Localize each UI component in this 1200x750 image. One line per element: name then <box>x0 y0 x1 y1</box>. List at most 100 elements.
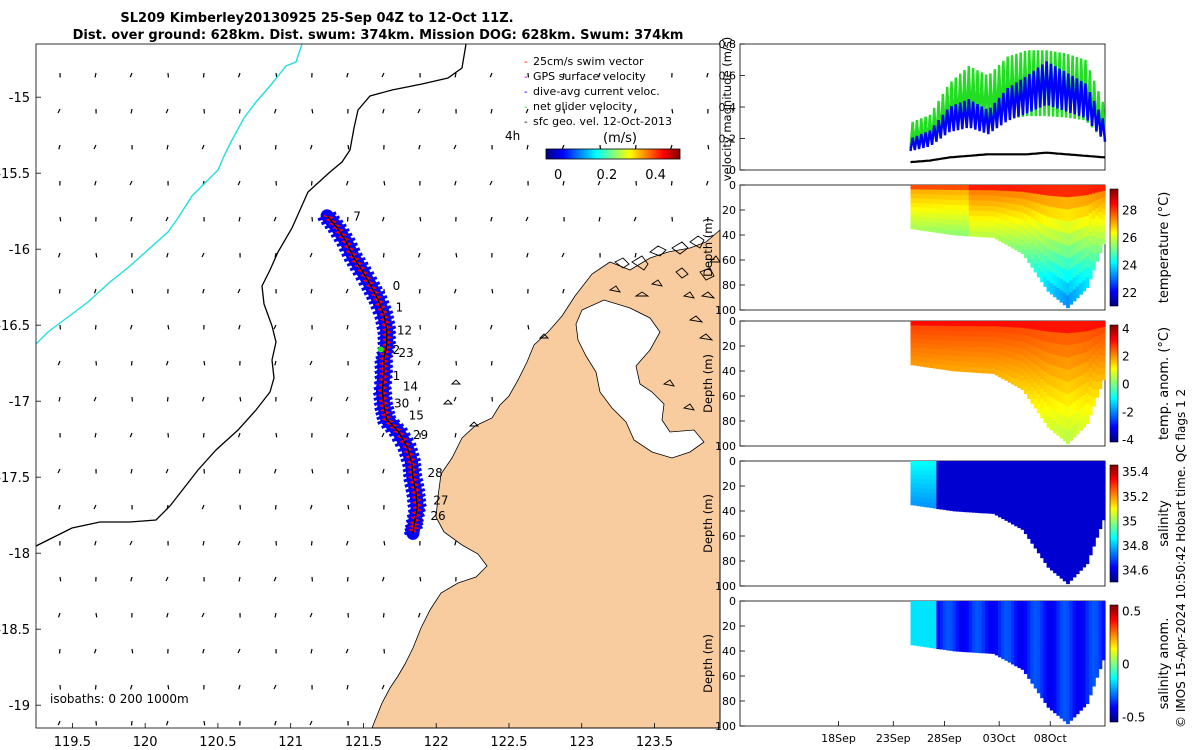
depth-cell <box>929 185 934 191</box>
depth-cell <box>962 331 967 337</box>
glider-track <box>317 209 427 540</box>
depth-cell <box>959 200 963 206</box>
depth-cell <box>1079 601 1083 613</box>
depth-cell <box>1014 366 1018 374</box>
depth-cell <box>1059 612 1064 625</box>
depth-cell <box>1095 522 1100 531</box>
depth-cell <box>1092 601 1096 610</box>
depth-cell <box>1098 334 1103 342</box>
depth-y-axis-label: Depth (m) <box>701 218 715 277</box>
depth-cell <box>946 325 950 332</box>
depth-cell <box>965 491 970 498</box>
depth-cell <box>933 339 937 345</box>
depth-cell <box>1036 665 1041 675</box>
depth-cell <box>985 601 989 607</box>
depth-cell <box>955 220 960 226</box>
depth-cell <box>926 628 931 634</box>
depth-cell <box>1049 195 1054 208</box>
depth-cell <box>923 493 928 499</box>
depth-cell <box>916 461 921 466</box>
depth-cell <box>939 218 944 224</box>
depth-cell <box>1066 333 1070 347</box>
depth-cell <box>939 620 944 626</box>
depth-cell <box>1004 606 1009 614</box>
depth-cell <box>975 491 980 498</box>
current-arrow <box>238 108 241 114</box>
depth-cell <box>926 321 931 327</box>
depth-cell <box>1020 334 1025 342</box>
depth-cell <box>913 193 918 199</box>
depth-cell <box>952 200 957 206</box>
depth-cell <box>968 351 973 358</box>
depth-y-tick-label: 0 <box>729 315 736 328</box>
depth-cell <box>1007 233 1012 241</box>
depth-cell <box>985 336 989 343</box>
depth-cell <box>994 638 999 645</box>
depth-cell <box>998 326 1002 333</box>
y-tick-label: -18.5 <box>0 623 30 638</box>
depth-cell <box>1059 461 1064 474</box>
depth-cell <box>991 368 996 374</box>
depth-cell <box>929 633 934 639</box>
depth-cell <box>1046 227 1051 239</box>
depth-cell <box>1098 628 1103 636</box>
day-label: 1 <box>396 301 404 315</box>
depth-cell <box>920 461 924 466</box>
depth-cell <box>1075 702 1080 715</box>
depth-cell <box>936 503 941 510</box>
x-tick-label: 120.5 <box>199 735 236 750</box>
current-arrow <box>165 108 169 114</box>
depth-cell <box>991 606 996 612</box>
current-arrow <box>59 216 62 222</box>
depth-cell <box>1079 666 1083 678</box>
depth-cell <box>962 636 967 642</box>
current-arrow <box>237 72 241 78</box>
depth-cell <box>1079 397 1083 409</box>
depth-cell <box>1049 228 1054 240</box>
depth-cell <box>1092 618 1096 627</box>
depth-cell <box>1020 495 1025 503</box>
depth-cell <box>1066 510 1070 523</box>
depth-cell <box>1095 514 1100 523</box>
depth-cell <box>933 638 937 644</box>
depth-cell <box>975 195 980 201</box>
current-arrow <box>201 396 205 402</box>
depth-cell <box>988 185 993 191</box>
depth-cell <box>955 326 960 332</box>
depth-cell <box>936 489 941 495</box>
depth-cell <box>1053 505 1057 518</box>
depth-cell <box>916 185 921 190</box>
depth-cell <box>985 487 989 493</box>
depth-cell <box>985 497 989 504</box>
current-arrow <box>346 576 349 582</box>
current-arrow <box>57 108 61 114</box>
depth-cell <box>994 217 999 224</box>
depth-cell <box>910 338 915 344</box>
depth-cell <box>1101 321 1106 328</box>
day-label: 1 <box>393 369 401 383</box>
depth-cell <box>968 466 973 472</box>
depth-cell <box>962 486 967 492</box>
depth-cell <box>972 362 976 368</box>
x-tick-label: 122 <box>424 735 449 750</box>
depth-cell <box>933 489 937 495</box>
depth-cell <box>916 601 921 606</box>
depth-cell <box>1059 231 1064 244</box>
depth-cell <box>955 616 960 622</box>
depth-cell <box>965 195 970 201</box>
depth-cell <box>939 461 944 467</box>
depth-cell <box>1049 375 1054 387</box>
current-arrow <box>274 612 277 618</box>
depth-cell <box>1043 412 1048 423</box>
depth-cell <box>926 334 931 340</box>
depth-colorbar-tick: 2 <box>1122 350 1130 364</box>
depth-cell <box>1043 392 1048 403</box>
depth-cell <box>978 471 983 477</box>
depth-cell <box>1004 220 1009 227</box>
current-arrow <box>130 576 133 582</box>
depth-cell <box>955 346 960 352</box>
depth-cell <box>1004 654 1009 661</box>
depth-cell <box>1049 185 1054 197</box>
depth-cell <box>949 610 954 617</box>
depth-cell <box>991 461 996 467</box>
